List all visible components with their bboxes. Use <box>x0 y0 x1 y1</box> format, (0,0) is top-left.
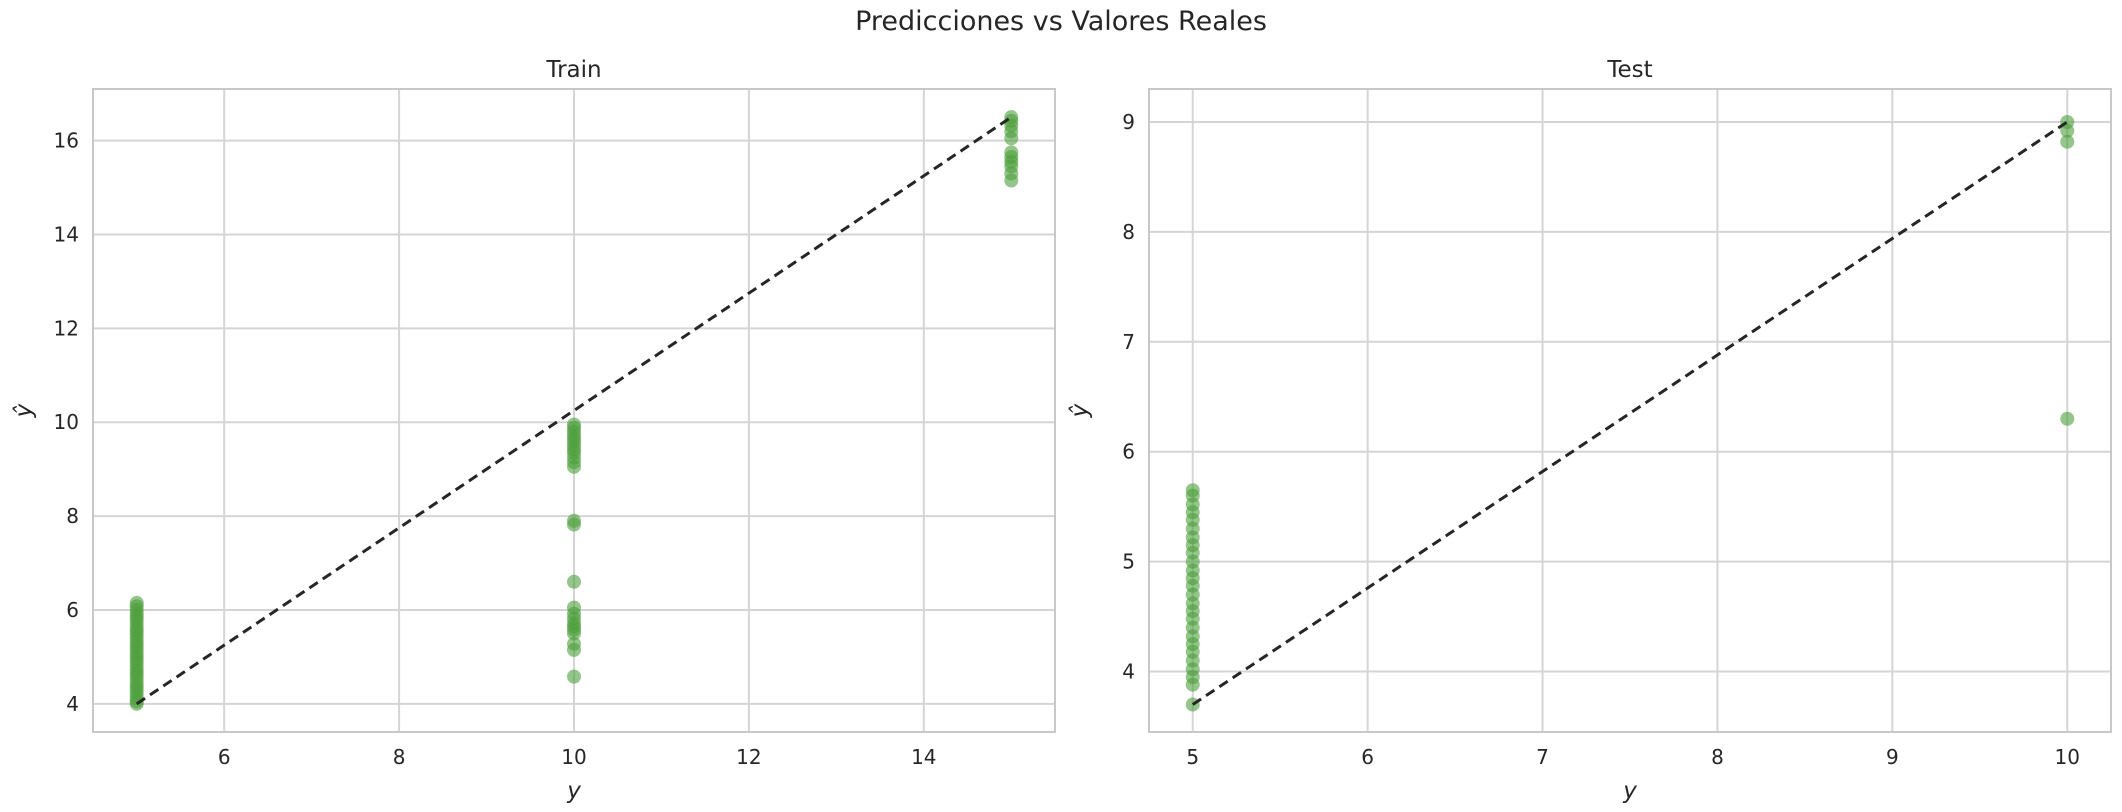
data-point <box>567 600 581 615</box>
data-point <box>567 513 581 528</box>
panel-1: 5 6 7 8 9 10 4 5 6 7 8 9 Test y ŷ <box>1067 57 2112 804</box>
data-point <box>567 417 581 432</box>
y-tick-label: 7 <box>1122 330 1135 354</box>
data-point <box>129 595 144 610</box>
data-point <box>567 574 581 589</box>
x-tick-label: 10 <box>2055 745 2080 769</box>
y-tick-label: 8 <box>66 504 79 528</box>
x-tick-label: 6 <box>1361 745 1374 769</box>
y-tick-label: 12 <box>54 316 79 340</box>
x-axis-label: y <box>566 778 581 804</box>
panel-title: Train <box>545 57 601 83</box>
y-tick-label: 14 <box>54 222 79 246</box>
x-axis-label: y <box>1622 778 1637 804</box>
figure-title: Predicciones vs Valores Reales <box>855 6 1267 37</box>
identity-line <box>1191 120 2069 706</box>
y-axis-label: ŷ <box>1067 403 1093 418</box>
data-point <box>2060 134 2075 149</box>
panel-0: 6 8 10 12 14 4 6 8 10 12 14 16 Train y ŷ <box>11 57 1056 804</box>
plot-frame <box>1148 88 2112 733</box>
x-tick-label: 8 <box>1711 745 1724 769</box>
data-point <box>567 669 581 684</box>
x-tick-label: 14 <box>911 745 936 769</box>
panel-title: Test <box>1606 57 1652 83</box>
x-tick-label: 10 <box>561 745 586 769</box>
x-tick-label: 8 <box>393 745 406 769</box>
y-tick-label: 5 <box>1122 550 1135 574</box>
data-point <box>2060 411 2075 426</box>
x-tick-label: 9 <box>1886 745 1899 769</box>
y-tick-label: 10 <box>54 410 79 434</box>
y-tick-label: 8 <box>1122 220 1135 244</box>
y-axis-label: ŷ <box>11 403 37 418</box>
y-tick-label: 4 <box>66 692 79 716</box>
y-tick-label: 6 <box>66 598 79 622</box>
y-tick-label: 6 <box>1122 440 1135 464</box>
y-tick-label: 9 <box>1122 110 1135 134</box>
data-point <box>567 636 581 651</box>
y-tick-label: 4 <box>1122 660 1135 684</box>
x-tick-label: 5 <box>1186 745 1199 769</box>
data-point <box>1004 145 1019 160</box>
x-tick-label: 7 <box>1536 745 1549 769</box>
y-tick-label: 16 <box>54 129 79 153</box>
plot-frame <box>92 88 1056 733</box>
x-tick-label: 6 <box>218 745 231 769</box>
data-point <box>1185 483 1200 498</box>
x-tick-label: 12 <box>736 745 761 769</box>
